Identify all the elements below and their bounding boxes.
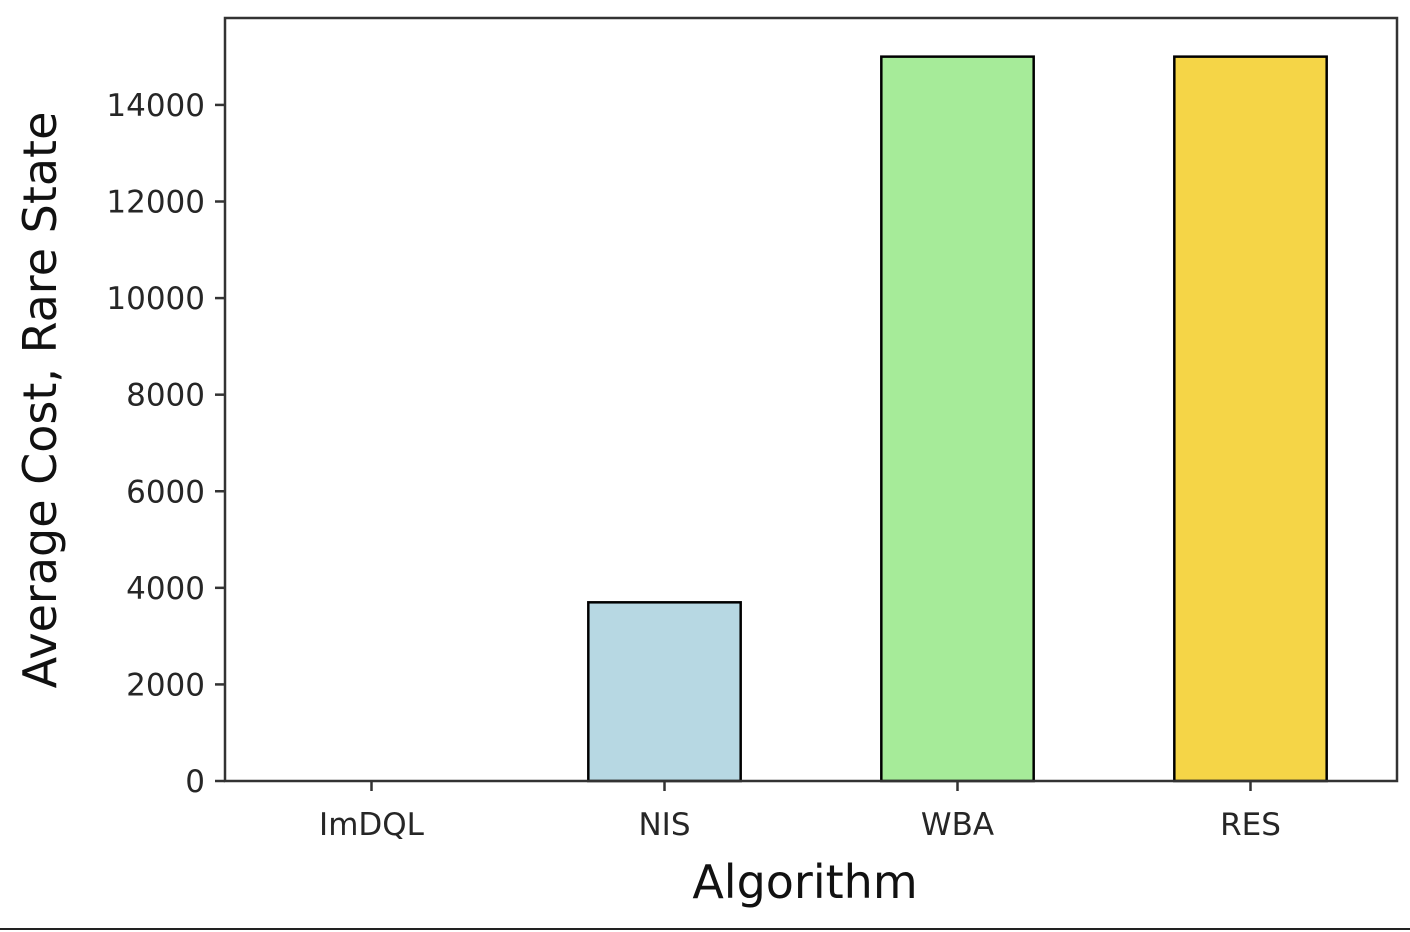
y-tick-label: 14000 xyxy=(106,88,205,124)
y-axis: 0 2000 4000 6000 8000 10000 12000 14000 xyxy=(106,88,225,800)
y-tick-label: 2000 xyxy=(126,667,205,703)
bars-group xyxy=(587,55,1328,783)
x-axis: ImDQL NIS WBA RES xyxy=(319,781,1281,843)
bar-nis xyxy=(587,601,742,783)
y-tick-label: 6000 xyxy=(126,474,205,510)
y-axis-title: Average Cost, Rare State xyxy=(13,112,67,689)
bar-res xyxy=(1173,55,1328,783)
y-tick-label: 10000 xyxy=(106,281,205,317)
x-axis-title: Algorithm xyxy=(692,855,917,909)
y-tick-label: 8000 xyxy=(126,378,205,414)
x-tick-label: ImDQL xyxy=(319,807,425,843)
bar-wba xyxy=(880,55,1035,783)
x-tick-label: RES xyxy=(1220,807,1281,843)
plot-frame xyxy=(223,16,1399,783)
x-tick-label: NIS xyxy=(638,807,690,843)
y-tick-label: 12000 xyxy=(106,185,205,221)
y-tick-label: 0 xyxy=(185,764,205,800)
x-tick-label: WBA xyxy=(921,807,994,843)
y-tick-label: 4000 xyxy=(126,571,205,607)
